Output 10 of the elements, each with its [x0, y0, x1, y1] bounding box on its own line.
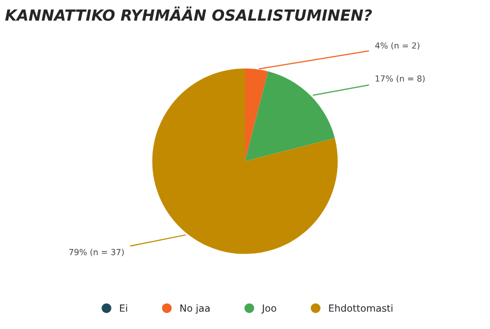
- pie-slice: [245, 71, 335, 162]
- legend-label: Ei: [120, 304, 128, 312]
- data-label: 17% (n = 8): [376, 75, 425, 83]
- legend-label: No jaa: [180, 304, 210, 314]
- data-label: 4% (n = 2): [375, 42, 420, 50]
- chart-title: KANNATTIKO RYHMÄÄN OSALLISTUMINEN?: [5, 6, 372, 21]
- legend-label: Joo: [261, 304, 276, 314]
- legend-label: Ehdottomasti: [329, 304, 392, 312]
- pie-slice: [152, 68, 338, 254]
- data-label: 79% (n = 37): [69, 248, 124, 256]
